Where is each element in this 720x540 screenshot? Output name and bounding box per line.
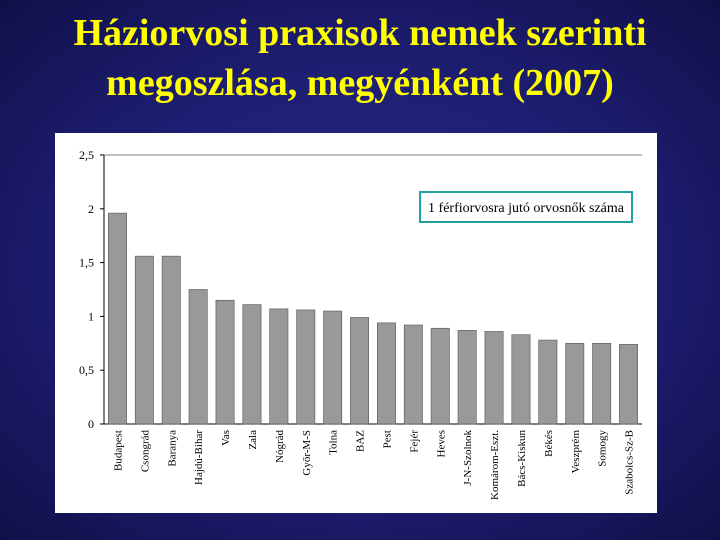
bar [215, 299, 235, 425]
bar [323, 310, 343, 425]
legend: 1 férfiorvosra jutó orvosnők száma [419, 191, 633, 223]
y-tick-label: 2,5 [79, 148, 94, 162]
x-tick-label: Zala [247, 430, 259, 450]
bar [619, 344, 638, 425]
bar [403, 324, 423, 425]
x-tick-label: Bács-Kiskun [516, 430, 528, 487]
bar [108, 212, 127, 425]
y-tick-label: 0,5 [79, 363, 94, 377]
x-tick-label: Csongrád [139, 430, 151, 473]
bar [269, 308, 289, 425]
y-tick-label: 2 [88, 202, 94, 216]
y-tick-label: 1,5 [79, 256, 94, 270]
bar [350, 317, 369, 425]
x-tick-label: Szabolcs-Sz-B [624, 430, 636, 495]
legend-box [419, 191, 633, 223]
bar [538, 339, 558, 425]
bar [484, 331, 504, 425]
x-tick-label: Pest [381, 430, 393, 448]
bar [430, 327, 450, 425]
bar [377, 322, 396, 425]
x-tick-label: Hajdú-Bihar [193, 430, 205, 485]
bar [242, 304, 262, 425]
bar [188, 289, 208, 425]
x-tick-label: Somogy [597, 430, 609, 467]
x-tick-label: Veszprém [570, 430, 582, 474]
y-tick-label: 0 [88, 417, 94, 431]
bar [565, 342, 585, 425]
x-tick-label: J-N-Szolnok [462, 430, 474, 486]
x-tick-label: Nógrád [274, 430, 286, 463]
bar [161, 255, 181, 425]
bar [592, 342, 612, 425]
x-tick-label: Tolna [328, 430, 340, 455]
x-tick-label: Budapest [112, 430, 124, 471]
x-tick-label: Vas [220, 430, 232, 446]
bar [134, 255, 154, 425]
x-tick-label: Fejér [408, 430, 420, 453]
legend-label: 1 férfiorvosra jutó orvosnők száma [428, 201, 625, 216]
x-tick-label: Békés [543, 430, 555, 457]
x-tick-label: Komárom-Eszt. [489, 430, 501, 500]
slide-title: Háziorvosi praxisok nemek szerinti megos… [73, 12, 647, 104]
x-tick-label: Heves [435, 430, 447, 458]
x-tick-label: Baranya [166, 430, 178, 467]
y-tick-label: 1 [88, 309, 94, 323]
bar [296, 309, 316, 425]
bar [511, 334, 531, 425]
x-tick-label: BAZ [355, 430, 367, 452]
bar [457, 330, 477, 425]
x-tick-label: Győr-M-S [301, 430, 313, 476]
